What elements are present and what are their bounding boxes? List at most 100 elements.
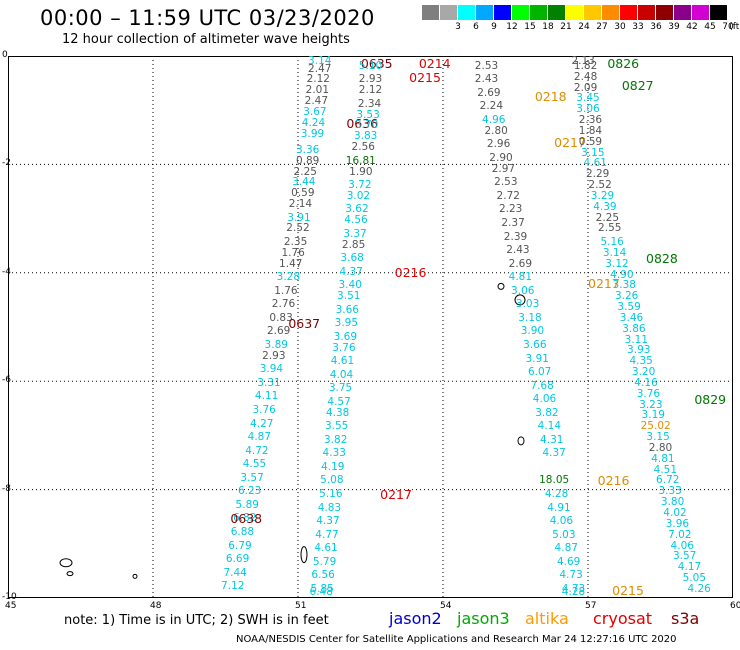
colorbar-swatch [458,5,475,20]
wave-height-point: 3.03 [515,298,540,311]
pass-time-tag: 0829 [694,392,727,408]
wave-height-point: 3.83 [353,130,378,143]
wave-height-point: 4.69 [556,555,581,568]
wave-height-point: 3.66 [523,338,547,351]
colorbar-label: 24 [578,22,590,32]
island-outline [514,294,526,306]
wave-height-point: 3.94 [259,363,284,376]
legend-item-cryosat: cryosat [593,609,653,628]
colorbar-swatch [476,5,493,20]
wave-height-point: 4.06 [549,515,574,528]
pass-time-tag: 0828 [646,251,678,267]
wave-height-point: 2.34 [357,97,382,110]
wave-height-point: 2.12 [358,84,383,97]
wave-height-point: 3.44 [292,176,316,189]
wave-height-point: 2.36 [578,114,603,127]
wave-height-point: 5.89 [235,498,259,511]
map-border [8,56,733,598]
lon-tick-label: 60 [730,601,740,611]
wave-height-point: 2.93 [262,349,286,362]
wave-height-point: 4.37 [339,265,363,278]
wave-height-point: 3.57 [240,471,264,484]
wave-height-point: 18.05 [539,474,570,487]
wave-height-point: 3.19 [641,409,665,422]
pass-time-tag: 0216 [597,473,630,489]
wave-height-point: 4.06 [670,539,694,552]
island-outline [132,573,138,579]
map-plot-area: 45 48 51 54 57 60 0 -2 -4 -6 -8 -10 3.14 2.47 2.12 2.01… [2,50,740,611]
wave-height-point: 3.68 [340,252,364,265]
colorbar-label: 30 [614,22,626,32]
wave-height-point: 4.38 [325,406,350,419]
lon-tick-label: 51 [295,601,307,611]
wave-height-point: 3.75 [328,382,353,395]
colorbar-label: 18 [542,22,554,32]
wave-height-point: 4.61 [583,157,607,170]
colorbar-swatch [710,5,727,20]
wave-height-point: 0.59 [291,187,315,200]
wave-height-point: 2.24 [479,100,504,113]
wave-height-point: 3.62 [345,203,369,216]
pass-time-tag: 0636 [346,115,379,131]
wave-height-point: 0.59 [578,135,603,148]
wave-height-point: 2.09 [573,81,598,94]
pass-time-tag: 0217 [588,275,620,291]
wave-height-point: 3.20 [631,366,656,379]
wave-height-point: 3.86 [622,322,646,335]
colorbar-swatch [512,5,529,20]
wave-height-point: 6.79 [228,539,252,552]
wave-height-point: 3.70 [354,119,379,132]
wave-height-point: 2.93 [358,73,383,86]
wave-height-point: 2.25 [293,165,317,178]
pass-time-tag: 0214 [418,56,451,71]
wave-height-point: 4.39 [593,200,617,213]
wave-height-point: 3.59 [617,301,641,314]
wave-height-point: 4.55 [242,458,267,471]
wave-height-point: 5.16 [600,235,624,248]
colorbar-swatch [530,5,547,20]
colorbar-swatch [440,5,457,20]
wave-height-point: 4.77 [315,528,339,541]
colorbar-label: 15 [524,22,536,32]
lat-tick-label: -4 [2,266,11,277]
colorbar-label: 39 [668,22,680,32]
legend-item-altika: altika [525,609,569,628]
wave-height-point: 25.02 [640,420,671,433]
wave-height-point: 2.55 [598,222,622,235]
wave-height-point: 3.95 [334,317,359,330]
wave-height-point: 7.02 [668,528,692,541]
lat-tick-label: -6 [2,375,11,386]
colorbar-swatch [656,5,673,20]
colorbar-label: 9 [491,22,497,32]
pass-time-tag: 0217 [380,487,412,503]
wave-height-point: 3.06 [511,284,535,297]
wave-height-point: 2.90 [489,151,513,164]
colorbar-swatch [584,5,601,20]
wave-height-point: 5.03 [552,528,576,541]
wave-height-point: 2.29 [585,168,610,181]
legend-item-jason2: jason2 [389,609,442,628]
wave-height-point: 4.91 [547,501,571,514]
wave-height-point: 3.02 [346,189,371,202]
wave-height-point: 4.73 [561,582,586,595]
wave-height-point: 6.23 [237,485,262,498]
lat-tick-label: -8 [2,483,11,494]
wave-height-point: 4.72 [245,444,269,457]
colorbar-unit: (ft) [729,22,740,32]
wave-height-point: 2.80 [484,124,508,137]
wave-height-point: 6.82 [233,512,257,525]
wave-height-point: 3.40 [338,279,362,292]
colorbar-label: 12 [506,22,518,32]
wave-height-point: 4.26 [687,582,711,595]
lat-tick-label: -2 [2,158,11,169]
wave-height-point: 4.51 [653,463,678,476]
wave-height-point: 3.36 [295,143,320,156]
colorbar-label: 27 [596,22,608,32]
map-title: 00:00 – 11:59 UTC 03/23/2020 [40,6,375,30]
colorbar-label: 70 [722,22,734,32]
colorbar-swatch [620,5,637,20]
pass-time-tag: 0215 [612,583,644,598]
wave-height-point: 2.47 [304,95,329,108]
units-note: note: 1) Time is in UTC; 2) SWH is in fe… [64,613,329,628]
wave-height-point: 7.68 [530,379,554,392]
